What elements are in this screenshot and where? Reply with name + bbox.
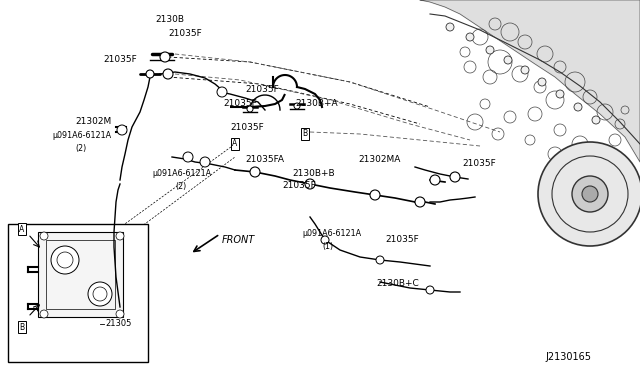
Circle shape [538, 142, 640, 246]
Bar [46, 240, 115, 309]
Text: 2130B+B: 2130B+B [292, 170, 335, 179]
Text: (1): (1) [322, 241, 333, 250]
Text: B: B [303, 129, 308, 138]
Text: 2130B+A: 2130B+A [295, 99, 338, 109]
Text: 21035F: 21035F [103, 55, 137, 64]
Circle shape [40, 310, 48, 318]
Text: 21035F: 21035F [282, 182, 316, 190]
Text: µ091A6-6121A: µ091A6-6121A [302, 230, 361, 238]
Circle shape [160, 52, 170, 62]
Text: (2): (2) [75, 144, 86, 153]
Text: 21035F: 21035F [385, 235, 419, 244]
Circle shape [426, 286, 434, 294]
Circle shape [582, 186, 598, 202]
Circle shape [250, 167, 260, 177]
Circle shape [217, 87, 227, 97]
Text: 21302MA: 21302MA [358, 155, 401, 164]
Text: µ091A6-6121A: µ091A6-6121A [52, 131, 111, 141]
Circle shape [51, 246, 79, 274]
Text: FRONT: FRONT [222, 235, 255, 245]
Text: 21035F: 21035F [462, 160, 496, 169]
Text: A: A [232, 140, 237, 148]
Circle shape [40, 232, 48, 240]
Circle shape [556, 90, 564, 98]
Text: µ091A6-6121A: µ091A6-6121A [152, 170, 211, 179]
Circle shape [116, 310, 124, 318]
Text: 21035FA: 21035FA [245, 155, 284, 164]
Text: 21035F: 21035F [223, 99, 257, 109]
Circle shape [574, 103, 582, 111]
Circle shape [247, 106, 253, 112]
Text: B: B [19, 323, 24, 331]
Circle shape [521, 66, 529, 74]
Text: A: A [19, 224, 24, 234]
Text: 21035F: 21035F [230, 124, 264, 132]
Polygon shape [420, 0, 640, 162]
Circle shape [321, 236, 329, 244]
Circle shape [117, 125, 127, 135]
Circle shape [486, 46, 494, 54]
Bar [38, 232, 123, 317]
Circle shape [294, 103, 300, 109]
Text: 21302M: 21302M [75, 118, 111, 126]
Text: 2130B+C: 2130B+C [376, 279, 419, 289]
Circle shape [376, 256, 384, 264]
Circle shape [370, 190, 380, 200]
Text: 21035F: 21035F [168, 29, 202, 38]
Circle shape [305, 179, 315, 189]
Bar [8, 224, 148, 362]
Circle shape [504, 56, 512, 64]
Circle shape [200, 157, 210, 167]
Text: 21305: 21305 [105, 320, 131, 328]
Circle shape [146, 70, 154, 78]
Circle shape [163, 69, 173, 79]
Circle shape [430, 175, 440, 185]
Text: J2130165: J2130165 [545, 352, 591, 362]
Circle shape [183, 152, 193, 162]
Text: 21035F: 21035F [245, 86, 279, 94]
Circle shape [592, 116, 600, 124]
Circle shape [466, 33, 474, 41]
Circle shape [538, 78, 546, 86]
Circle shape [446, 23, 454, 31]
Text: 2130B: 2130B [155, 16, 184, 25]
Text: (2): (2) [175, 182, 186, 190]
Circle shape [415, 197, 425, 207]
Circle shape [572, 176, 608, 212]
Circle shape [88, 282, 112, 306]
Circle shape [450, 172, 460, 182]
Circle shape [116, 232, 124, 240]
